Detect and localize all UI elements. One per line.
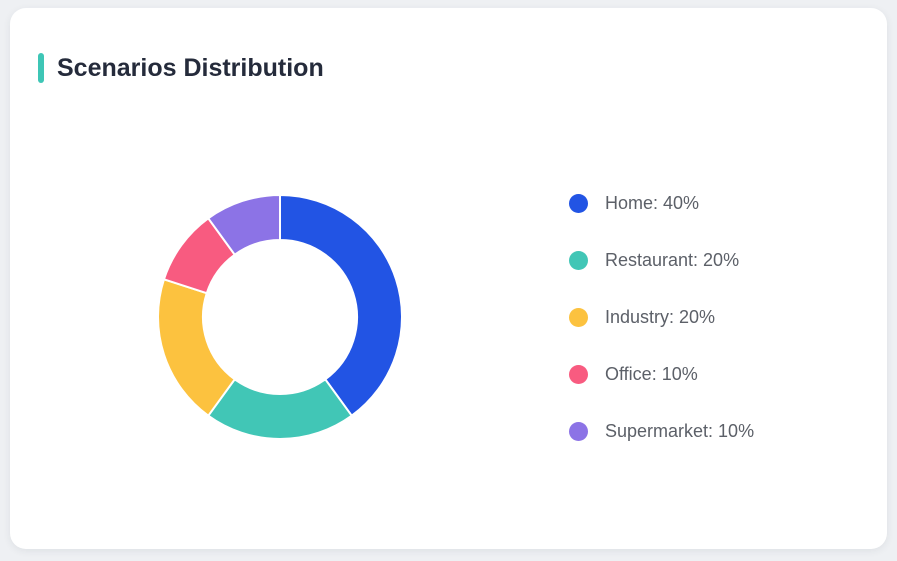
legend-label: Industry: 20% [605,306,716,327]
donut-segment-industry[interactable] [157,278,236,417]
legend-label: Office: 10% [605,363,698,384]
legend-label: Supermarket: 10% [605,420,755,441]
card-header: Scenarios Distribution [38,53,324,83]
donut-chart[interactable] [155,192,405,442]
legend-dot [569,193,588,213]
donut-segment-home[interactable] [279,194,403,417]
donut-segment-restaurant[interactable] [207,378,353,440]
scenarios-distribution-card: Scenarios Distribution Home: 40% Restaur… [10,8,887,549]
legend-dot [569,421,588,441]
legend-item-restaurant[interactable]: Restaurant: 20% [569,250,754,270]
legend-label: Restaurant: 20% [605,249,740,270]
legend-dot [569,250,588,270]
legend-item-home[interactable]: Home: 40% [569,193,754,213]
legend-item-office[interactable]: Office: 10% [569,364,754,384]
legend-dot [569,307,588,327]
legend-item-industry[interactable]: Industry: 20% [569,307,754,327]
donut-segment-supermarket[interactable] [207,194,281,256]
legend-item-supermarket[interactable]: Supermarket: 10% [569,421,754,441]
title-accent-bar [38,53,44,83]
legend-label: Home: 40% [605,192,700,213]
card-title: Scenarios Distribution [57,54,324,82]
legend-dot [569,364,588,384]
chart-legend: Home: 40% Restaurant: 20% Industry: 20% … [569,193,754,478]
